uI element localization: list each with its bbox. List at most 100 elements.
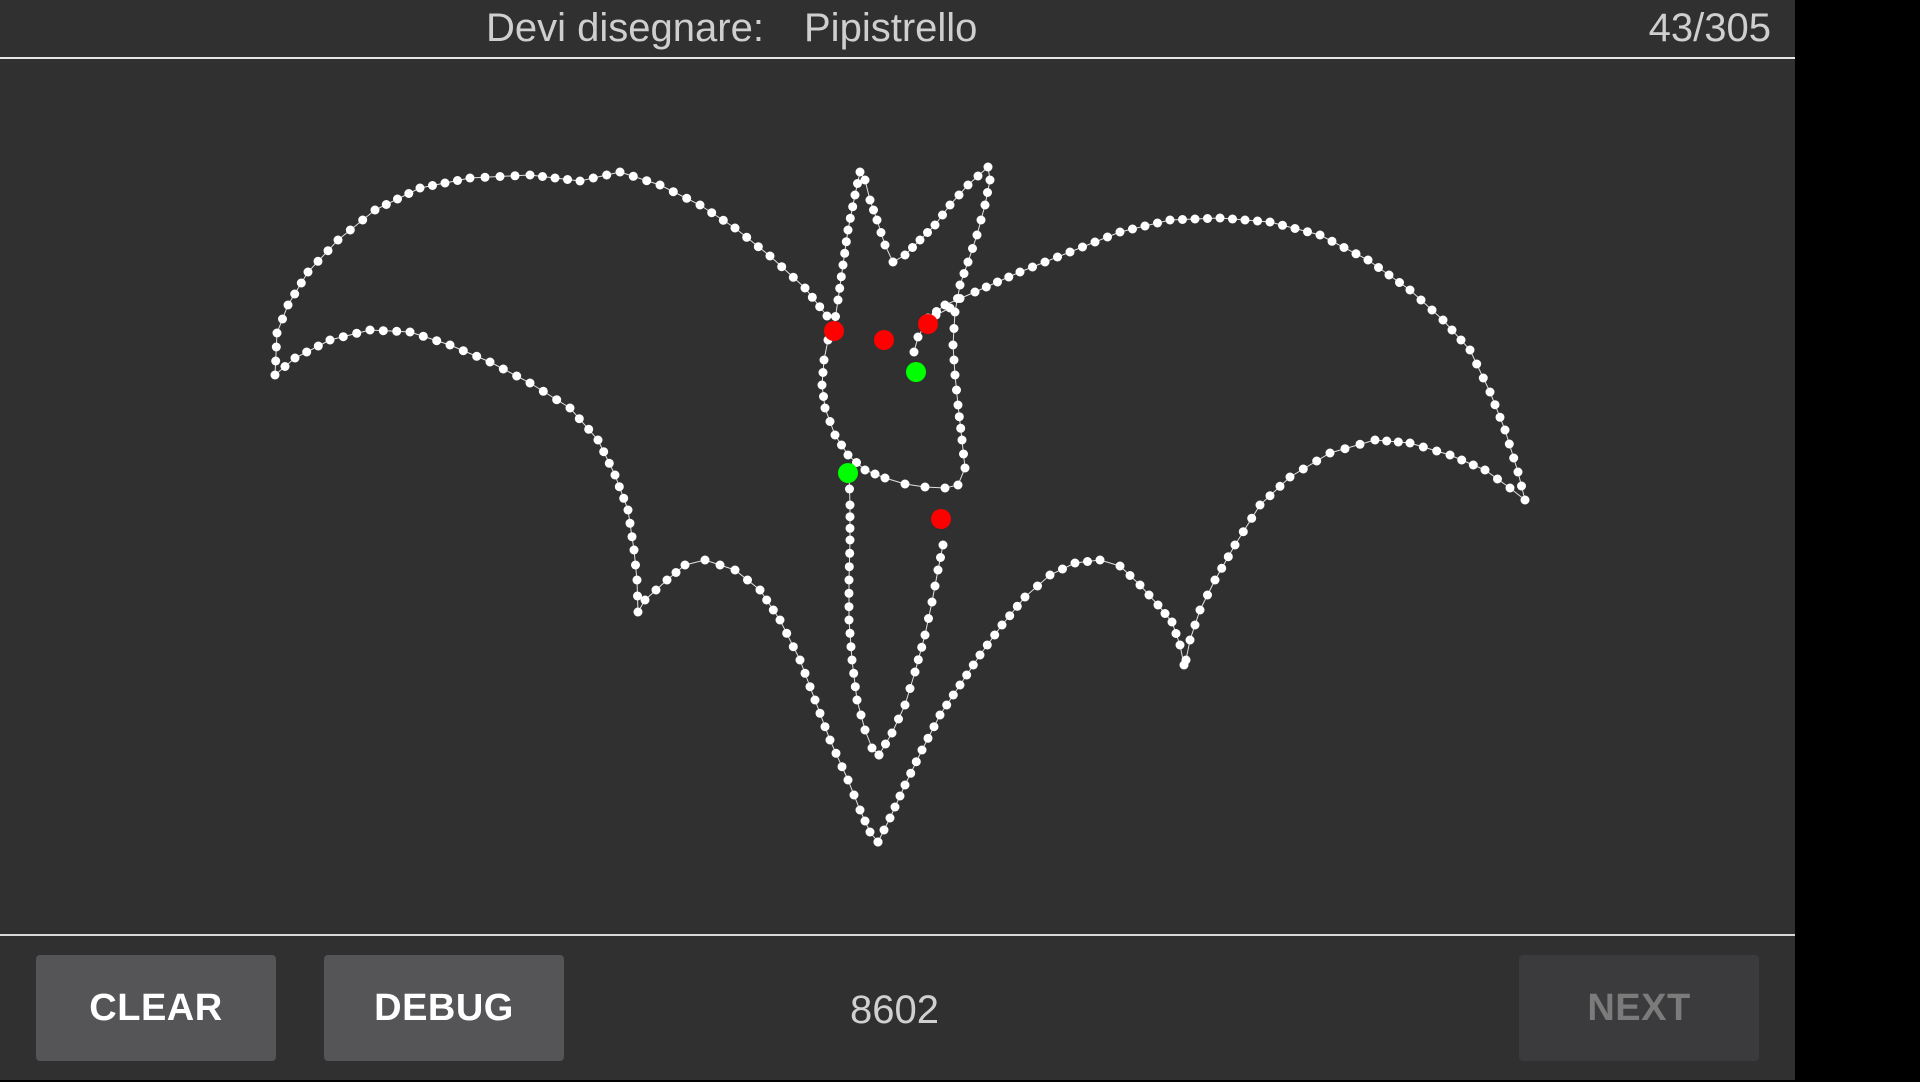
stroke-point	[632, 575, 642, 585]
stroke-point	[847, 655, 857, 665]
stroke-point	[1351, 249, 1361, 259]
stroke-point	[1203, 214, 1212, 223]
stroke-point	[480, 172, 490, 182]
stroke-point	[668, 187, 678, 197]
stroke-point	[815, 708, 825, 718]
stroke-point	[1215, 213, 1225, 223]
stroke-point	[777, 262, 787, 272]
app-window: Devi disegnare: Pipistrello 43/305 CLEAR…	[0, 0, 1795, 1080]
stroke-line	[878, 544, 944, 756]
stroke-point	[1004, 272, 1014, 282]
stroke-point	[983, 162, 993, 172]
stroke-point	[844, 562, 854, 572]
stroke-point	[920, 630, 930, 640]
stroke-point	[963, 180, 973, 190]
stroke-point	[730, 223, 740, 233]
stroke-point	[844, 615, 854, 625]
stroke-point	[1140, 221, 1150, 231]
stroke-point	[1078, 242, 1087, 252]
stroke-point	[929, 722, 939, 732]
stroke-point	[924, 614, 933, 623]
stroke-point	[458, 346, 468, 356]
stroke-point	[915, 235, 925, 245]
stroke-point	[825, 735, 835, 745]
next-button[interactable]: NEXT	[1519, 955, 1759, 1061]
stroke-point	[895, 791, 905, 801]
stroke-point	[852, 458, 861, 467]
stroke-point	[950, 370, 960, 380]
stroke-point	[853, 179, 862, 188]
stroke-point	[1517, 481, 1526, 491]
stroke-point	[345, 225, 355, 235]
stroke-point	[404, 189, 414, 198]
stroke-point	[952, 385, 961, 395]
stroke-point	[619, 493, 629, 503]
stroke-point	[393, 194, 402, 204]
drawing-canvas[interactable]	[0, 59, 1795, 934]
stroke-point	[1171, 629, 1181, 638]
stroke-point	[1384, 270, 1394, 280]
stroke-point	[1070, 558, 1080, 568]
stroke-point	[563, 175, 572, 184]
stroke-point	[850, 190, 860, 200]
stroke-point	[782, 628, 792, 638]
stroke-point	[942, 700, 952, 710]
stroke-point	[956, 423, 966, 433]
stroke-point	[1432, 446, 1442, 456]
stroke-point	[707, 208, 717, 218]
stroke-point	[718, 215, 728, 225]
clear-button[interactable]: CLEAR	[36, 955, 276, 1061]
stroke-point	[927, 597, 937, 607]
stroke-point	[1253, 216, 1262, 226]
stroke-point	[628, 171, 638, 181]
stroke-point	[615, 167, 625, 177]
red-marker	[931, 509, 951, 529]
stroke-point	[730, 565, 740, 575]
stroke-point	[831, 748, 841, 758]
stroke-point	[845, 512, 855, 522]
stroke-point	[849, 668, 859, 678]
stroke-point	[381, 200, 391, 209]
stroke-point	[1115, 227, 1125, 237]
stroke-point	[973, 171, 983, 181]
stroke-point	[1456, 335, 1466, 345]
stroke-point	[800, 668, 810, 678]
stroke-point	[948, 690, 958, 700]
stroke-point	[296, 278, 306, 288]
stroke-point	[552, 395, 562, 405]
stroke-point	[845, 213, 855, 223]
progress-counter: 43/305	[1648, 6, 1771, 50]
stroke-point	[432, 336, 442, 346]
stroke-point	[440, 178, 450, 188]
stroke-point	[906, 768, 916, 778]
stroke-point	[819, 355, 829, 365]
stroke-point	[913, 332, 923, 342]
stroke-point	[1485, 387, 1495, 397]
stroke-point	[805, 682, 815, 692]
stroke-line	[274, 171, 879, 843]
stroke-point	[1165, 215, 1175, 225]
stroke-point	[923, 733, 933, 743]
debug-button[interactable]: DEBUG	[324, 955, 564, 1061]
stroke-point	[819, 392, 828, 401]
stroke-point	[810, 695, 820, 705]
stroke-point	[818, 368, 828, 377]
stroke-point	[695, 200, 705, 210]
stroke-point	[1465, 345, 1475, 355]
stroke-point	[662, 575, 672, 585]
stroke-point	[1370, 435, 1380, 445]
stroke-point	[1040, 257, 1050, 267]
stroke-point	[831, 312, 840, 321]
stroke-point	[755, 585, 765, 595]
stroke-point	[1327, 236, 1337, 246]
stroke-point	[838, 260, 848, 270]
stroke-point	[835, 283, 845, 293]
stroke-point	[365, 325, 375, 335]
stroke-point	[1509, 453, 1519, 463]
stroke-point	[1427, 305, 1437, 315]
stroke-point	[283, 300, 293, 310]
stroke-point	[953, 480, 963, 490]
stroke-point	[1190, 214, 1200, 224]
stroke-point	[815, 302, 825, 312]
stroke-point	[1090, 237, 1100, 247]
